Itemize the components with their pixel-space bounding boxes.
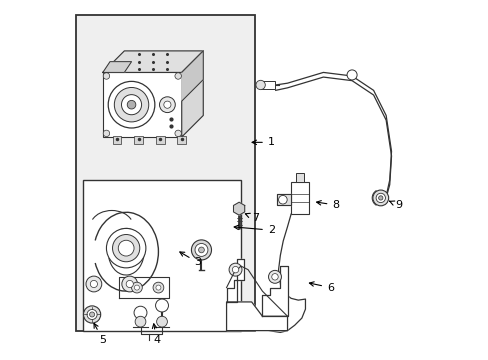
Polygon shape bbox=[102, 62, 131, 72]
Circle shape bbox=[255, 80, 265, 90]
Bar bbox=[134, 136, 142, 144]
Circle shape bbox=[159, 97, 175, 113]
Circle shape bbox=[103, 73, 109, 79]
Circle shape bbox=[134, 285, 139, 290]
Text: 6: 6 bbox=[309, 282, 333, 293]
Text: 3: 3 bbox=[180, 252, 201, 267]
Circle shape bbox=[228, 263, 242, 276]
Text: 8: 8 bbox=[316, 200, 339, 210]
Polygon shape bbox=[102, 51, 203, 72]
Circle shape bbox=[87, 310, 97, 319]
Circle shape bbox=[175, 73, 181, 79]
Circle shape bbox=[163, 101, 171, 108]
Polygon shape bbox=[226, 259, 244, 302]
Circle shape bbox=[175, 130, 181, 136]
Circle shape bbox=[153, 282, 163, 293]
Circle shape bbox=[346, 70, 356, 80]
Circle shape bbox=[108, 81, 155, 128]
Circle shape bbox=[271, 274, 278, 280]
Circle shape bbox=[83, 306, 101, 323]
Bar bbox=[102, 72, 182, 137]
Polygon shape bbox=[233, 202, 244, 215]
Text: 4: 4 bbox=[152, 324, 160, 345]
Circle shape bbox=[195, 243, 207, 256]
Circle shape bbox=[372, 190, 388, 206]
Circle shape bbox=[103, 130, 109, 136]
Circle shape bbox=[90, 280, 97, 288]
Text: 9: 9 bbox=[389, 200, 402, 210]
Circle shape bbox=[114, 87, 148, 122]
Bar bbox=[76, 15, 255, 330]
Circle shape bbox=[131, 282, 142, 293]
Bar bbox=[83, 180, 241, 330]
Circle shape bbox=[156, 285, 161, 290]
Circle shape bbox=[89, 312, 94, 317]
Polygon shape bbox=[119, 277, 169, 298]
Circle shape bbox=[112, 234, 140, 262]
Text: 5: 5 bbox=[94, 323, 106, 345]
Polygon shape bbox=[182, 51, 203, 101]
Circle shape bbox=[122, 276, 137, 292]
Circle shape bbox=[198, 247, 204, 253]
Circle shape bbox=[134, 306, 147, 319]
Text: 2: 2 bbox=[234, 225, 274, 235]
Bar bbox=[290, 182, 308, 214]
Circle shape bbox=[135, 316, 145, 327]
Circle shape bbox=[268, 270, 281, 283]
Polygon shape bbox=[182, 51, 203, 137]
Bar bbox=[260, 81, 274, 89]
Polygon shape bbox=[226, 302, 287, 330]
Text: 7: 7 bbox=[245, 213, 258, 222]
Polygon shape bbox=[276, 194, 290, 205]
Circle shape bbox=[155, 299, 168, 312]
Circle shape bbox=[86, 276, 102, 292]
Circle shape bbox=[375, 193, 385, 203]
Circle shape bbox=[118, 240, 134, 256]
Circle shape bbox=[127, 100, 136, 109]
Bar bbox=[113, 136, 121, 144]
Bar bbox=[156, 136, 164, 144]
Circle shape bbox=[191, 240, 211, 260]
Text: 1: 1 bbox=[252, 138, 274, 147]
Circle shape bbox=[156, 316, 167, 327]
Circle shape bbox=[121, 95, 142, 115]
Bar bbox=[295, 173, 304, 182]
Bar bbox=[177, 136, 185, 144]
Polygon shape bbox=[262, 266, 287, 316]
Circle shape bbox=[378, 196, 382, 200]
Circle shape bbox=[232, 266, 238, 273]
Circle shape bbox=[126, 280, 133, 288]
Circle shape bbox=[106, 228, 145, 268]
Circle shape bbox=[278, 195, 286, 204]
